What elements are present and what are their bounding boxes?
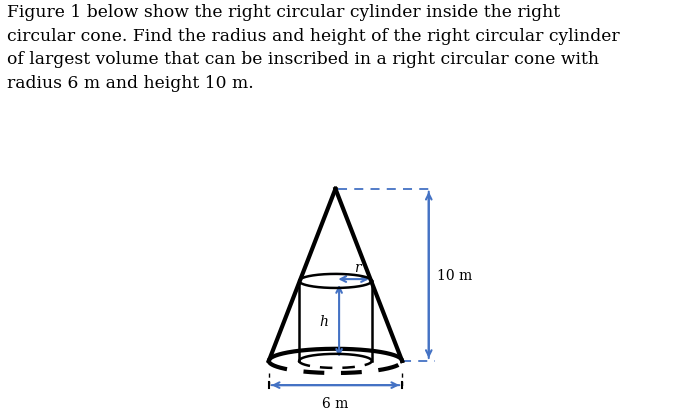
Text: Figure 1 below show the right circular cylinder inside the right
circular cone. : Figure 1 below show the right circular c… xyxy=(7,4,620,91)
Text: h: h xyxy=(319,314,328,328)
Text: 10 m: 10 m xyxy=(438,268,472,282)
Text: 6 m: 6 m xyxy=(322,396,349,410)
Text: r: r xyxy=(354,261,360,275)
